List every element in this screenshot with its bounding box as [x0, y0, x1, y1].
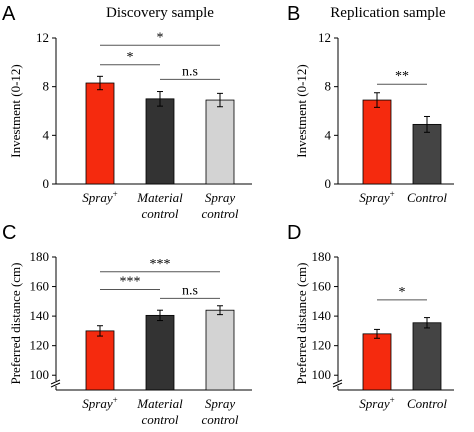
y-tick-label: 180 [30, 249, 50, 264]
x-tick-label-line2: control [141, 206, 178, 221]
bar [205, 309, 235, 391]
y-tick-label: 120 [30, 338, 50, 353]
y-tick-label: 4 [325, 127, 332, 142]
x-tick-label: Spray+ [82, 395, 117, 411]
y-tick-label: 12 [36, 30, 49, 45]
axis-break-gap [51, 381, 61, 386]
x-tick-label: Material [136, 190, 183, 205]
axis-break-gap [333, 381, 343, 386]
x-tick-label: Control [407, 396, 447, 411]
axis-break-mark [332, 382, 343, 388]
panel-title: Discovery sample [106, 5, 214, 21]
axis-break-mark [50, 382, 61, 388]
panel-b: B Replication sample Investment (0-12) 0 4 8 1… [287, 3, 454, 205]
x-tick-label: Spray+ [359, 189, 394, 205]
significance-label: ** [395, 69, 409, 84]
axis-break-mark [332, 379, 343, 385]
panel-c: C Preferred distance (cm) 100 120 140 160 180 S… [2, 222, 252, 427]
y-axis-label: Preferred distance (cm) [8, 263, 23, 385]
y-tick-label: 8 [43, 79, 50, 94]
axis-break-mark [50, 379, 61, 385]
x-tick-label: Spray+ [82, 189, 117, 205]
significance-label: * [127, 50, 134, 65]
y-tick-label: 12 [318, 30, 331, 45]
y-axis-label: Investment (0-12) [294, 64, 309, 158]
significance-label: n.s [182, 283, 198, 298]
y-axis-label: Investment (0-12) [8, 64, 23, 158]
panel-letter: A [2, 3, 16, 25]
y-tick-label: 180 [312, 249, 332, 264]
bar [205, 99, 235, 185]
y-tick-label: 140 [30, 308, 50, 323]
significance-label: *** [150, 257, 171, 272]
bar [85, 82, 115, 185]
y-tick-label: 100 [312, 367, 332, 382]
significance-label: *** [120, 275, 141, 290]
x-tick-label-line2: control [201, 206, 238, 221]
panel-letter: B [287, 3, 300, 25]
panel-a: A Discovery sample Investment (0-12) 0 4 8 12 S… [2, 3, 252, 221]
x-tick-label: Spray [205, 396, 236, 411]
bar [362, 333, 392, 391]
x-tick-label: Material [136, 396, 183, 411]
y-tick-label: 140 [312, 308, 332, 323]
x-tick-label-line2: control [141, 412, 178, 427]
y-tick-label: 0 [325, 176, 332, 191]
y-tick-label: 160 [312, 279, 332, 294]
bar [412, 123, 442, 185]
x-tick-label-line2: control [201, 412, 238, 427]
panel-d: D Preferred distance (cm) 100 120 140 160 180 S… [287, 222, 454, 411]
panel-title: Replication sample [330, 5, 446, 21]
bar [362, 99, 392, 185]
significance-label: n.s [182, 64, 198, 79]
y-tick-label: 0 [43, 176, 50, 191]
x-tick-label: Spray+ [359, 395, 394, 411]
x-tick-label: Spray [205, 190, 236, 205]
bar [412, 322, 442, 391]
y-tick-label: 8 [325, 79, 332, 94]
y-tick-label: 100 [30, 367, 50, 382]
significance-label: * [157, 30, 164, 45]
y-axis-label: Preferred distance (cm) [294, 263, 309, 385]
bar [85, 330, 115, 391]
panel-letter: C [2, 222, 16, 244]
bar [145, 98, 175, 185]
y-tick-label: 160 [30, 279, 50, 294]
bar [145, 314, 175, 391]
panel-letter: D [287, 222, 301, 244]
significance-label: * [399, 285, 406, 300]
x-tick-label: Control [407, 190, 447, 205]
y-tick-label: 4 [43, 127, 50, 142]
y-tick-label: 120 [312, 338, 332, 353]
